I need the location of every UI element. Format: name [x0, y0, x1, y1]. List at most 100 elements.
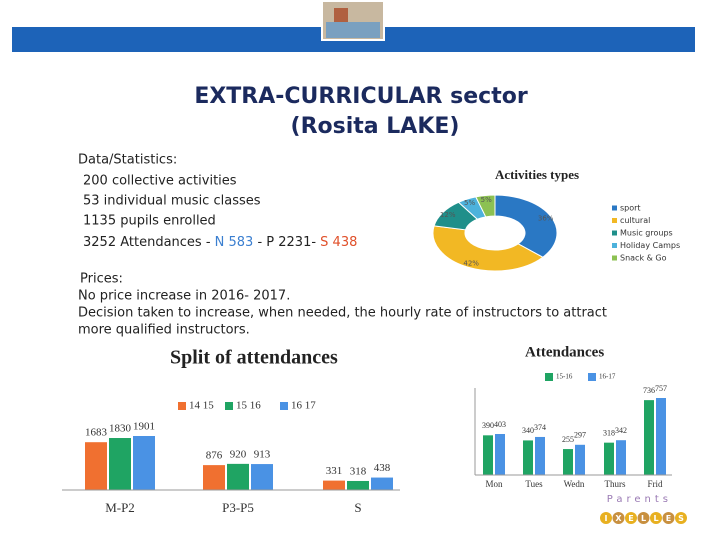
bar [133, 436, 155, 490]
bar [251, 464, 273, 490]
bar [495, 434, 505, 475]
bar [604, 442, 614, 475]
legend-swatch [612, 230, 617, 236]
legend-swatch [588, 373, 596, 381]
bar [371, 477, 393, 490]
stats-heading: Data/Statistics: [78, 153, 177, 168]
logo-letter: X [615, 514, 622, 523]
data-label: 318 [350, 465, 367, 477]
category-label: Wedn [564, 479, 585, 489]
chart-title: Attendances [525, 344, 604, 360]
prices-text: Decision taken to increase, when needed,… [78, 306, 607, 321]
data-label: 757 [655, 384, 667, 393]
data-label: 318 [603, 428, 615, 437]
logo-letter: E [628, 514, 633, 523]
legend-label: 14 15 [189, 400, 214, 412]
stat: 200 collective activities [83, 174, 237, 189]
bar [616, 440, 626, 475]
legend-label: 15 16 [236, 400, 261, 412]
bar [575, 444, 585, 475]
legend-swatch [225, 402, 233, 410]
stat-part: S 438 [320, 235, 357, 250]
data-label: 331 [326, 465, 343, 477]
data-label: 438 [374, 462, 391, 474]
logo-circle [662, 512, 675, 524]
data-label: 390 [482, 421, 494, 430]
category-label: Frid [647, 479, 663, 489]
data-label: 12% [440, 211, 456, 219]
legend-swatch [612, 205, 617, 211]
data-label: 36% [538, 215, 554, 223]
legend-label: Music groups [620, 229, 673, 238]
stat: 3252 Attendances - N 583 - P 2231- S 438 [83, 235, 357, 250]
title: EXTRA-CURRICULAR sector [194, 84, 528, 109]
logo-circle [612, 512, 625, 524]
logo-letter: L [653, 514, 658, 523]
stat-part: 3252 Attendances - [83, 235, 215, 250]
legend-swatch [612, 243, 617, 248]
prices-heading: Prices: [80, 272, 123, 287]
bar [523, 440, 533, 475]
logo-letter: S [678, 514, 684, 523]
legend-swatch [280, 402, 288, 410]
data-label: 340 [522, 426, 534, 435]
bar [227, 463, 249, 490]
legend-label: 16-17 [599, 373, 616, 381]
category-label: S [354, 500, 361, 515]
category-label: Mon [485, 479, 503, 489]
bar [535, 436, 545, 475]
legend-label: cultural [620, 216, 650, 225]
data-label: 403 [494, 420, 506, 429]
data-label: 42% [463, 259, 479, 267]
pie-slice [432, 225, 544, 272]
logo-letter: L [641, 514, 646, 523]
data-label: 1683 [85, 427, 108, 439]
header-photo-detail [334, 8, 348, 22]
data-label: 876 [206, 450, 223, 462]
legend-swatch [612, 255, 617, 261]
bar [109, 438, 131, 490]
legend-label: Holiday Camps [620, 241, 680, 250]
stat: 1135 pupils enrolled [83, 214, 216, 229]
data-label: 1830 [109, 423, 132, 435]
data-label: 5% [481, 196, 492, 204]
bar [347, 480, 369, 490]
logo-letter: E [666, 514, 671, 523]
data-label: 913 [254, 449, 271, 461]
bar [203, 465, 225, 490]
data-label: 297 [574, 431, 586, 440]
bar [323, 480, 345, 490]
pie-slice [475, 194, 496, 218]
legend-label: 15-16 [556, 373, 573, 381]
data-label: 736 [643, 386, 655, 395]
prices-text: more qualified instructors. [78, 323, 250, 338]
legend-swatch [545, 373, 553, 381]
chart-title: Split of attendances [170, 347, 338, 369]
logo-letter: I [605, 514, 608, 523]
category-label: P3-P5 [222, 500, 254, 515]
legend-swatch [178, 402, 186, 410]
logo-circle [600, 512, 612, 524]
category-label: Tues [525, 479, 543, 489]
logo-circle [675, 512, 687, 524]
bar [656, 398, 666, 475]
logo-top: Parents [607, 494, 672, 505]
bar [483, 435, 493, 475]
stat: 53 individual music classes [83, 194, 261, 209]
logo-circle [650, 512, 662, 524]
data-label: 255 [562, 435, 574, 444]
prices-text: No price increase in 2016- 2017. [78, 289, 290, 304]
logo-circle [625, 512, 637, 524]
stat-part: - P 2231- [253, 235, 320, 250]
bar [563, 449, 573, 475]
bar [644, 400, 654, 475]
legend-swatch [612, 218, 617, 223]
category-label: M-P2 [105, 500, 135, 515]
title: (Rosita LAKE) [291, 114, 460, 139]
header-photo-detail [326, 22, 380, 38]
legend-label: 16 17 [291, 400, 316, 412]
data-label: 374 [534, 423, 546, 432]
legend-label: Snack & Go [620, 254, 667, 263]
category-label: Thurs [605, 479, 626, 489]
